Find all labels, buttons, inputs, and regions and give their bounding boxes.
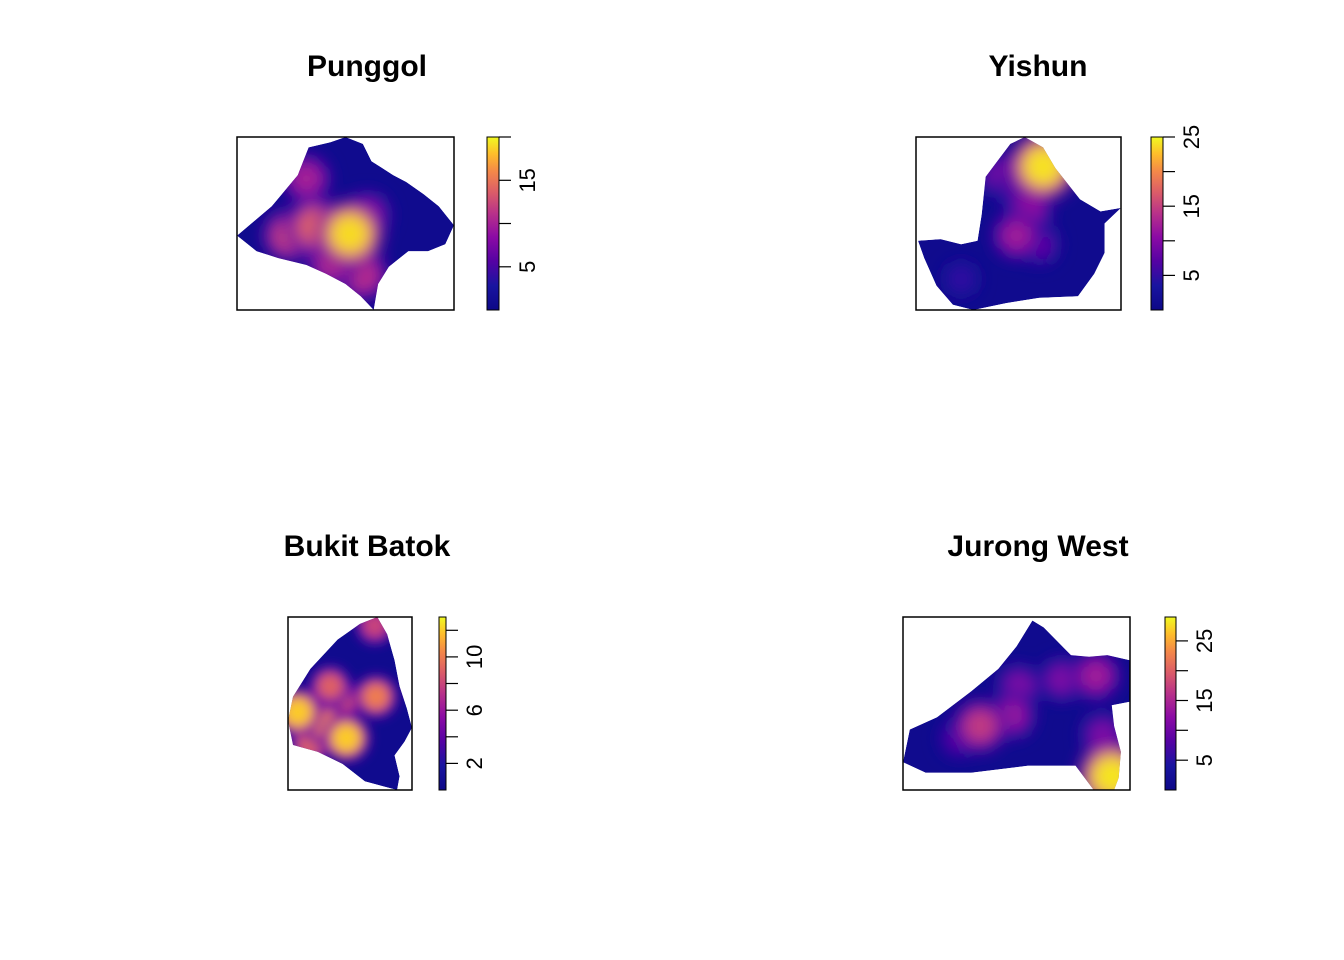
legend-tick-label: 15 xyxy=(1179,194,1204,218)
legend-tick-label: 6 xyxy=(462,704,487,716)
legend-colorbar xyxy=(1164,616,1177,791)
plot-frame xyxy=(287,616,413,791)
legend-tick-label: 25 xyxy=(1192,629,1217,653)
density-surface xyxy=(903,620,1130,790)
density-hotspot xyxy=(363,684,389,709)
density-hotspot xyxy=(1082,662,1110,690)
legend-tick-label: 5 xyxy=(1179,269,1204,281)
density-surface xyxy=(237,137,454,310)
density-hotspot xyxy=(331,215,369,253)
density-hotspot xyxy=(1002,221,1031,250)
legend-tick-label: 2 xyxy=(462,757,487,769)
panel-title-yishun: Yishun xyxy=(988,50,1088,83)
legend-tick-label: 5 xyxy=(515,261,540,273)
density-hotspot xyxy=(1049,666,1075,692)
density-hotspot xyxy=(288,698,312,726)
density-hotspot xyxy=(1090,722,1116,748)
density-hotspot xyxy=(363,617,386,637)
density-hotspot xyxy=(333,724,360,752)
density-surface xyxy=(288,617,412,790)
density-surface xyxy=(918,137,1121,310)
legend-colorbar xyxy=(438,616,447,791)
plot-frame xyxy=(915,136,1122,311)
legend-colorbar xyxy=(486,136,500,311)
legend-tick-label: 15 xyxy=(515,168,540,192)
density-hotspot xyxy=(318,674,342,698)
density-hotspot xyxy=(292,164,321,193)
panel-punggol: 5 15 xyxy=(236,136,540,311)
density-hotspot xyxy=(1024,147,1062,186)
density-hotspot xyxy=(950,268,972,290)
panel-jurong-west: 5 15 25 xyxy=(902,616,1217,791)
legend-tick-label: 5 xyxy=(1192,754,1217,766)
panel-title-jurong-west: Jurong West xyxy=(947,530,1129,563)
panel-bukit-batok: 2 6 10 xyxy=(287,616,487,791)
legend-colorbar xyxy=(1150,136,1164,311)
density-hotspot xyxy=(965,711,996,741)
panel-yishun: 5 15 25 xyxy=(915,125,1204,311)
legend-tick-label: 15 xyxy=(1192,688,1217,712)
plot-frame xyxy=(902,616,1131,791)
plot-frame xyxy=(236,136,455,311)
legend-tick-label: 25 xyxy=(1179,125,1204,149)
panel-title-punggol: Punggol xyxy=(307,50,427,83)
panel-title-bukit-batok: Bukit Batok xyxy=(283,530,451,563)
legend-tick-label: 10 xyxy=(462,645,487,669)
